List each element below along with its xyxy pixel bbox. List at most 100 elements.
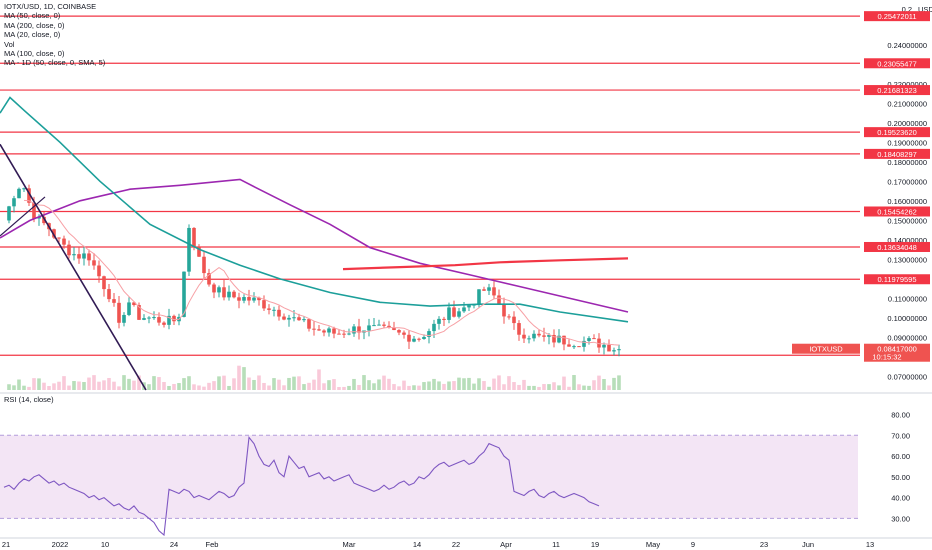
candle-body[interactable] [457, 311, 461, 317]
candle-body[interactable] [597, 338, 601, 348]
candle-body[interactable] [557, 335, 561, 343]
candle-body[interactable] [337, 333, 341, 335]
candle-body[interactable] [607, 344, 611, 352]
candle-body[interactable] [82, 253, 86, 259]
candle-body[interactable] [232, 291, 236, 298]
candle-body[interactable] [117, 302, 121, 323]
candle-body[interactable] [487, 287, 491, 291]
candle-body[interactable] [602, 344, 606, 348]
candle-body[interactable] [237, 297, 241, 301]
candle-body[interactable] [242, 297, 246, 301]
candle-body[interactable] [377, 324, 381, 326]
candle-body[interactable] [477, 289, 481, 305]
candle-body[interactable] [517, 323, 521, 335]
legend-vol[interactable]: Vol [4, 39, 15, 49]
candle-body[interactable] [222, 287, 226, 298]
candle-body[interactable] [347, 333, 351, 335]
candle-body[interactable] [392, 327, 396, 331]
candle-body[interactable] [122, 314, 126, 323]
candle-body[interactable] [437, 318, 441, 324]
candle-body[interactable] [172, 315, 176, 322]
candle-body[interactable] [422, 336, 426, 340]
legend-ma20[interactable]: MA (20, close, 0) [4, 30, 61, 40]
candle-body[interactable] [12, 198, 16, 207]
candle-body[interactable] [27, 188, 31, 203]
candle-body[interactable] [612, 350, 616, 352]
candle-body[interactable] [167, 315, 171, 325]
symbol-tag[interactable] [792, 343, 860, 354]
candle-body[interactable] [497, 295, 501, 304]
candle-body[interactable] [542, 335, 546, 337]
candle-body[interactable] [22, 188, 26, 190]
candle-body[interactable] [227, 291, 231, 298]
legend-ma100[interactable]: MA (100, close, 0) [4, 49, 65, 59]
candle-body[interactable] [462, 307, 466, 312]
candle-body[interactable] [397, 330, 401, 333]
candle-body[interactable] [262, 300, 266, 309]
candle-body[interactable] [512, 316, 516, 324]
candle-body[interactable] [582, 340, 586, 347]
candle-body[interactable] [92, 260, 96, 266]
candle-body[interactable] [467, 305, 471, 308]
candle-body[interactable] [552, 334, 556, 343]
candle-body[interactable] [532, 333, 536, 339]
candle-body[interactable] [77, 254, 81, 259]
candle-body[interactable] [292, 317, 296, 319]
candle-body[interactable] [112, 299, 116, 303]
candle-body[interactable] [372, 325, 376, 327]
candle-body[interactable] [317, 329, 321, 331]
legend-ma200[interactable]: MA (200, close, 0) [4, 20, 65, 30]
candle-body[interactable] [482, 289, 486, 291]
candle-body[interactable] [107, 289, 111, 300]
candle-body[interactable] [32, 202, 36, 219]
candle-body[interactable] [387, 325, 391, 328]
candle-body[interactable] [7, 206, 11, 221]
candle-body[interactable] [537, 333, 541, 336]
candle-body[interactable] [97, 265, 101, 277]
candle-body[interactable] [282, 316, 286, 320]
candle-body[interactable] [577, 346, 581, 348]
candle-body[interactable] [502, 303, 506, 317]
legend-ma50[interactable]: MA (50, close, 0) [4, 11, 61, 21]
candle-body[interactable] [307, 319, 311, 329]
trendline-up[interactable] [0, 196, 46, 237]
candle-body[interactable] [57, 237, 61, 239]
candle-body[interactable] [52, 229, 56, 238]
candle-body[interactable] [567, 344, 571, 347]
candle-body[interactable] [142, 318, 146, 320]
candle-body[interactable] [302, 319, 306, 321]
rsi-legend[interactable]: RSI (14, close) [4, 395, 54, 404]
candle-body[interactable] [217, 287, 221, 293]
candle-body[interactable] [312, 328, 316, 330]
candle-body[interactable] [147, 317, 151, 319]
candle-body[interactable] [507, 316, 511, 318]
candle-body[interactable] [42, 216, 46, 224]
candle-body[interactable] [452, 307, 456, 317]
candle-body[interactable] [527, 338, 531, 340]
candle-body[interactable] [342, 333, 346, 335]
candle-body[interactable] [417, 338, 421, 340]
candle-body[interactable] [407, 334, 411, 342]
candle-body[interactable] [187, 227, 191, 272]
candle-body[interactable] [572, 346, 576, 348]
candle-body[interactable] [562, 335, 566, 345]
candle-body[interactable] [17, 188, 21, 199]
candle-body[interactable] [257, 297, 261, 301]
candle-body[interactable] [522, 334, 526, 339]
candle-body[interactable] [402, 332, 406, 335]
candle-body[interactable] [352, 326, 356, 334]
candle-body[interactable] [327, 328, 331, 333]
candle-body[interactable] [277, 309, 281, 317]
candle-body[interactable] [62, 238, 66, 245]
candle-body[interactable] [127, 302, 131, 315]
candle-body[interactable] [202, 256, 206, 274]
candle-body[interactable] [132, 302, 136, 306]
candle-body[interactable] [297, 317, 301, 321]
candle-body[interactable] [592, 338, 596, 340]
candle-body[interactable] [547, 334, 551, 337]
candle-body[interactable] [182, 271, 186, 317]
candle-body[interactable] [102, 276, 106, 290]
candle-body[interactable] [357, 326, 361, 333]
candle-body[interactable] [587, 338, 591, 341]
